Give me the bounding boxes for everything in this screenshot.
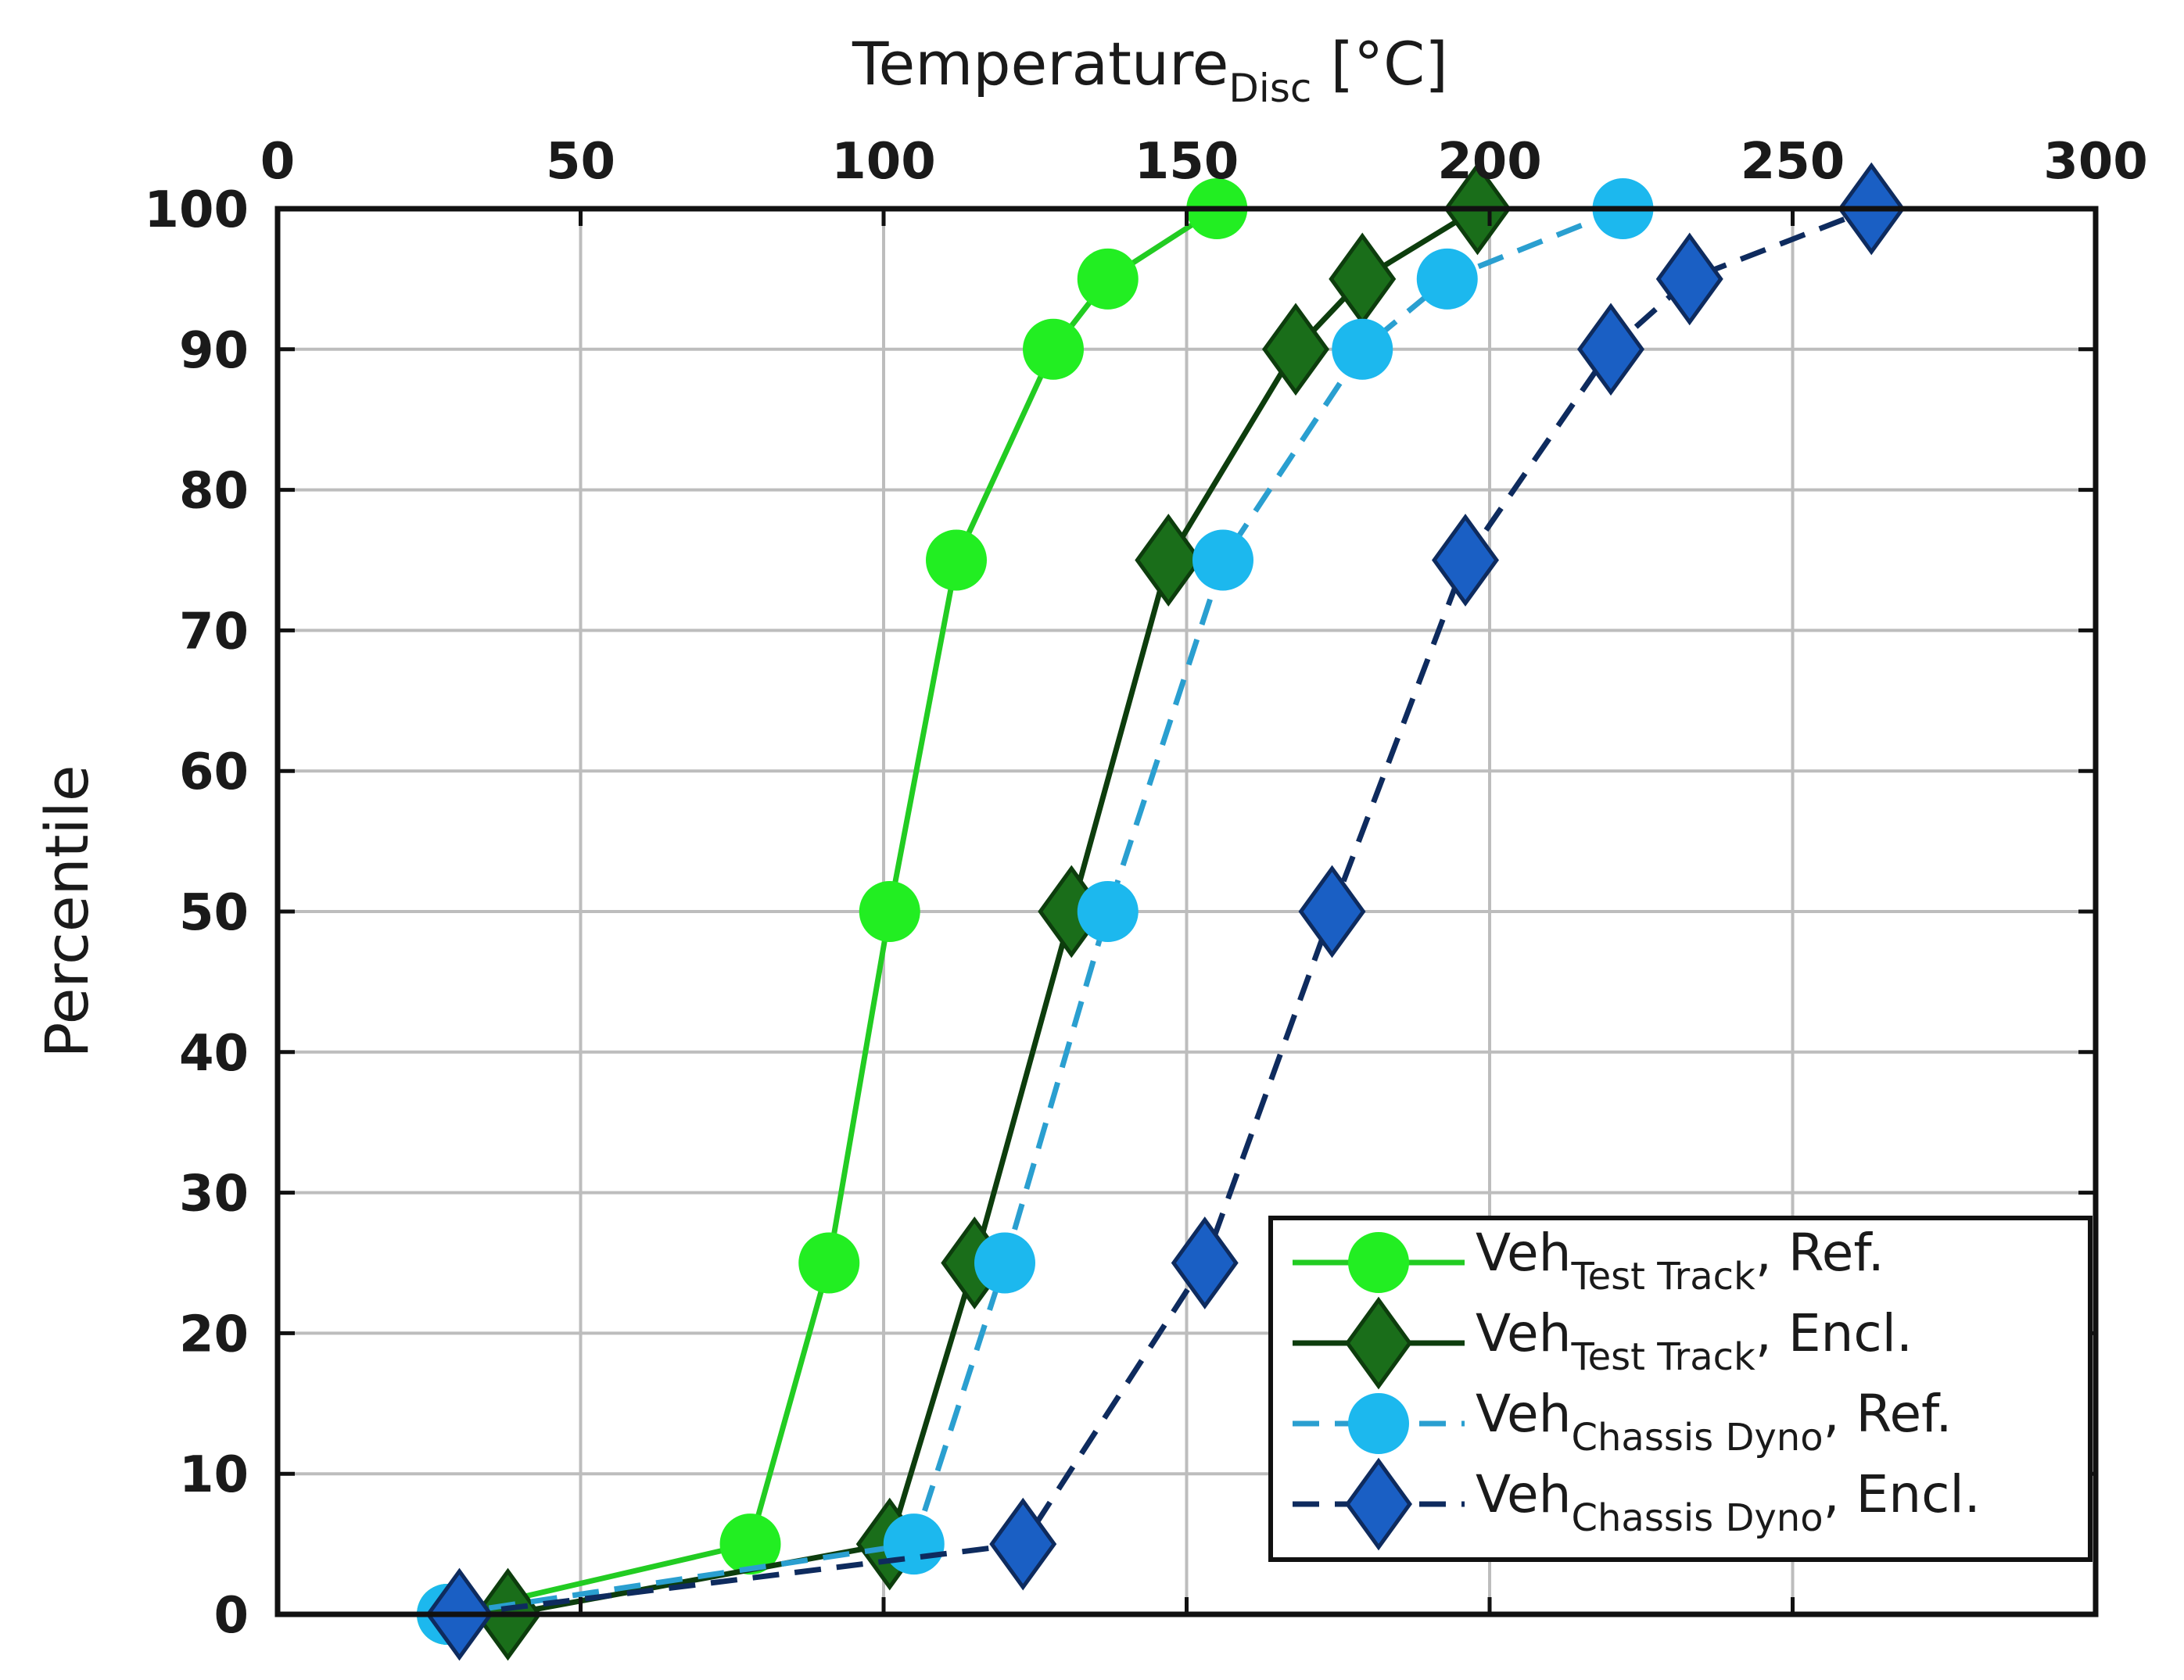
legend-entry-1: VehTest Track, Ref. (1293, 1223, 1885, 1299)
x-axis-title-main: Temperature (852, 29, 1228, 99)
legend: VehTest Track, Ref.VehTest Track, Encl.V… (1268, 1216, 2093, 1562)
y-tick-label: 80 (179, 463, 249, 521)
data-point (859, 881, 920, 942)
x-tick-label: 300 (2043, 133, 2148, 191)
data-point (798, 1232, 860, 1294)
data-point (1262, 303, 1329, 396)
data-point (1577, 303, 1644, 396)
data-point (1416, 248, 1478, 310)
legend-marker-sample (1345, 1296, 1412, 1390)
y-tick-label: 70 (179, 603, 249, 661)
x-axis-title-unit: [°C] (1311, 29, 1448, 99)
legend-label-main: Veh (1476, 1384, 1571, 1444)
legend-label: VehTest Track, Ref. (1476, 1223, 1885, 1299)
data-point (974, 1232, 1035, 1294)
data-point (1135, 514, 1203, 607)
legend-label-suffix: , Encl. (1824, 1464, 1981, 1524)
legend-label: VehTest Track, Encl. (1476, 1303, 1913, 1379)
data-point (989, 1497, 1057, 1591)
legend-entry-2: VehTest Track, Encl. (1293, 1296, 1913, 1390)
data-point (1432, 514, 1499, 607)
y-axis-title: Percentile (32, 765, 102, 1059)
y-tick-label: 50 (179, 884, 249, 942)
legend-label-suffix: , Ref. (1824, 1384, 1953, 1444)
legend-entry-4: VehChassis Dyno, Encl. (1293, 1457, 1981, 1551)
legend-label-main: Veh (1476, 1303, 1571, 1363)
data-point (1655, 232, 1723, 326)
data-point (1077, 881, 1139, 942)
legend-entries: VehTest Track, Ref.VehTest Track, Encl.V… (1293, 1223, 1981, 1551)
data-point (1329, 232, 1397, 326)
y-tick-label: 20 (179, 1306, 249, 1363)
series-line (446, 206, 1624, 1617)
data-point (1192, 529, 1253, 591)
series-3 (417, 178, 1654, 1645)
y-tick-label: 0 (213, 1587, 249, 1645)
legend-marker-sample (1348, 1393, 1409, 1454)
y-tick-label: 100 (144, 181, 249, 239)
legend-label-subscript: Test Track (1570, 1335, 1755, 1379)
data-point (1023, 318, 1084, 380)
grid-layer (278, 209, 2096, 1614)
legend-label-suffix: , Encl. (1755, 1303, 1913, 1363)
tick-layer: 0 50 100 150 200 250 300 0 10 20 30 40 50 60 70 80 90 100 (144, 133, 2147, 1645)
data-point (1332, 318, 1393, 380)
x-tick-label: 50 (546, 133, 615, 191)
data-point (926, 529, 987, 591)
data-point (1171, 1216, 1239, 1309)
y-tick-label: 10 (179, 1446, 249, 1504)
legend-label-subscript: Test Track (1570, 1255, 1755, 1299)
legend-label-main: Veh (1476, 1464, 1571, 1524)
series-layer (417, 162, 1906, 1661)
legend-label-suffix: , Ref. (1755, 1223, 1885, 1283)
x-tick-label: 150 (1135, 133, 1239, 191)
y-tick-label: 90 (179, 322, 249, 380)
x-tick-label: 250 (1741, 133, 1845, 191)
legend-label: VehChassis Dyno, Encl. (1476, 1464, 1981, 1540)
y-tick-label: 30 (179, 1166, 249, 1223)
x-axis-title: TemperatureDisc [°C] (852, 29, 1448, 111)
x-axis-title-subscript: Disc (1228, 66, 1311, 111)
x-tick-label: 0 (260, 133, 296, 191)
legend-label-subscript: Chassis Dyno (1571, 1416, 1823, 1460)
data-point (1298, 865, 1366, 958)
y-tick-label: 60 (179, 743, 249, 801)
data-point (719, 1513, 781, 1575)
legend-marker-sample (1348, 1232, 1409, 1293)
legend-label-main: Veh (1476, 1223, 1571, 1283)
data-point (1077, 248, 1139, 310)
legend-entry-3: VehChassis Dyno, Ref. (1293, 1384, 1952, 1460)
x-tick-label: 200 (1437, 133, 1542, 191)
data-point (883, 1513, 945, 1575)
legend-marker-sample (1345, 1457, 1412, 1551)
legend-label-subscript: Chassis Dyno (1571, 1496, 1823, 1540)
y-tick-label: 40 (179, 1025, 249, 1083)
x-tick-label: 100 (831, 133, 936, 191)
legend-label: VehChassis Dyno, Ref. (1476, 1384, 1952, 1460)
